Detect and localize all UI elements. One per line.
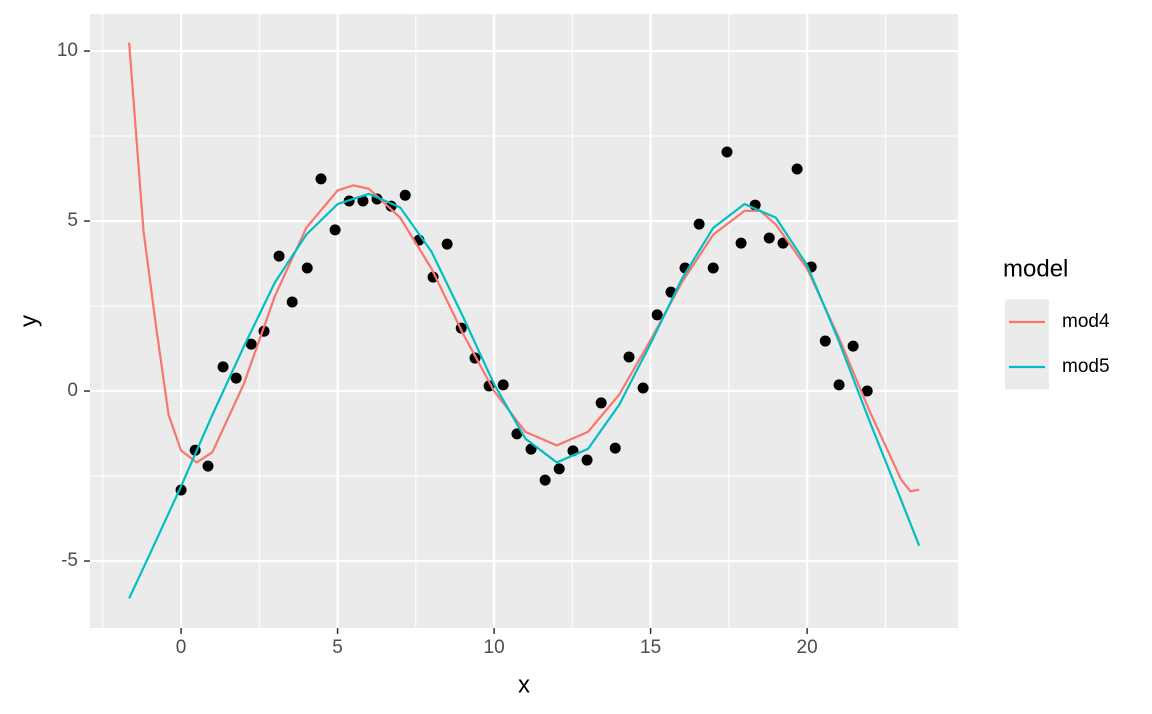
point xyxy=(637,382,649,394)
point xyxy=(217,361,229,373)
line xyxy=(128,42,920,493)
point xyxy=(202,460,214,472)
x-tick-label: 15 xyxy=(640,637,661,658)
point xyxy=(833,379,845,391)
point xyxy=(651,309,663,321)
point xyxy=(525,443,537,455)
point xyxy=(609,442,621,454)
y-tick-label: 10 xyxy=(57,40,78,61)
point xyxy=(595,397,607,409)
point xyxy=(286,296,298,308)
point xyxy=(245,338,257,350)
point xyxy=(273,250,285,262)
x-tick-label: 5 xyxy=(332,637,343,658)
x-tick-label: 0 xyxy=(176,637,187,658)
x-tick-label: 20 xyxy=(797,637,818,658)
point xyxy=(230,372,242,384)
point xyxy=(763,232,775,244)
y-tick-label: -5 xyxy=(61,550,78,571)
point xyxy=(301,262,313,274)
point xyxy=(707,262,719,274)
point xyxy=(553,463,565,475)
line xyxy=(128,192,921,599)
point xyxy=(511,428,523,440)
point xyxy=(623,351,635,363)
point xyxy=(735,237,747,249)
point xyxy=(399,189,411,201)
x-tick-label: 10 xyxy=(484,637,505,658)
y-tick-label: 5 xyxy=(67,210,78,231)
point xyxy=(357,195,369,207)
point xyxy=(441,238,453,250)
point xyxy=(497,379,509,391)
panel xyxy=(90,14,958,628)
y-tick-label: 0 xyxy=(67,380,78,401)
point xyxy=(693,218,705,230)
point xyxy=(791,163,803,175)
point xyxy=(861,385,873,397)
point xyxy=(819,335,831,347)
point xyxy=(847,340,859,352)
legend-label: mod5 xyxy=(1062,356,1110,377)
x-axis-title: x xyxy=(518,671,530,698)
y-axis-title: y xyxy=(15,315,42,327)
legend-label: mod4 xyxy=(1062,311,1110,332)
legend-title: model xyxy=(1003,255,1068,282)
point xyxy=(329,224,341,236)
point xyxy=(581,454,593,466)
point xyxy=(315,173,327,185)
point xyxy=(721,146,733,158)
point xyxy=(539,474,551,486)
